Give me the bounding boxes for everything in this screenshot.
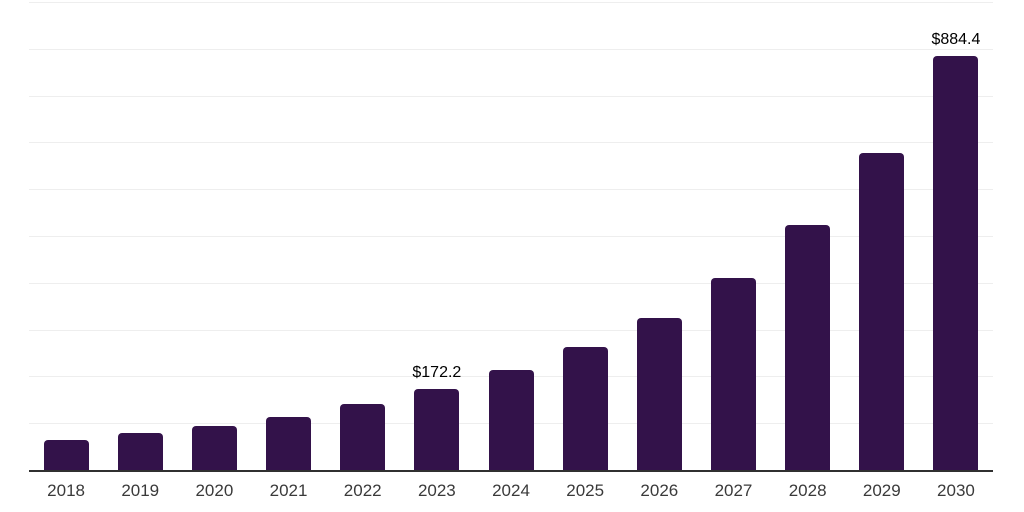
value-label-2030: $884.4	[931, 31, 981, 49]
gridline-700	[29, 142, 993, 144]
x-tick-2022: 2022	[343, 481, 382, 500]
x-tick-2027: 2027	[714, 481, 753, 500]
bar-2023[interactable]	[414, 389, 460, 470]
x-tick-2024: 2024	[492, 481, 530, 500]
x-tick-2019: 2019	[121, 481, 160, 500]
bar-2030[interactable]	[933, 56, 979, 470]
gridline-1000	[29, 2, 993, 3]
plot-area: $172.2 $884.4	[29, 2, 993, 472]
bar-2029[interactable]	[859, 152, 905, 470]
x-tick-2028: 2028	[788, 481, 827, 500]
bar-2020[interactable]	[191, 425, 237, 470]
bar-2028[interactable]	[785, 225, 831, 470]
bar-2018[interactable]	[43, 439, 89, 470]
bar-2026[interactable]	[636, 317, 682, 470]
value-label-2023: $172.2	[412, 364, 462, 382]
x-axis-tick-labels: 2018 2019 2020 2021 2022 2023 2024 2025 2026 2027…	[29, 472, 993, 510]
gridline-300	[29, 329, 993, 331]
gridline-900	[29, 48, 993, 50]
x-tick-2030: 2030	[937, 481, 975, 500]
x-tick-2026: 2026	[640, 481, 679, 500]
bar-2024[interactable]	[488, 369, 534, 470]
x-tick-2025: 2025	[566, 481, 605, 500]
gridline-800	[29, 95, 993, 97]
gridline-600	[29, 189, 993, 191]
gridline-400	[29, 282, 993, 284]
x-tick-2021: 2021	[269, 481, 308, 500]
x-tick-2018: 2018	[47, 481, 85, 500]
x-tick-2023: 2023	[417, 481, 456, 500]
gridline-500	[29, 236, 993, 237]
x-tick-2020: 2020	[195, 481, 234, 500]
bar-2019[interactable]	[117, 432, 163, 470]
bar-2027[interactable]	[710, 277, 756, 470]
bar-2025[interactable]	[562, 347, 608, 470]
x-axis-line	[29, 470, 993, 472]
bar-2022[interactable]	[340, 404, 386, 470]
bar-2021[interactable]	[266, 417, 312, 470]
x-tick-2029: 2029	[862, 481, 901, 500]
